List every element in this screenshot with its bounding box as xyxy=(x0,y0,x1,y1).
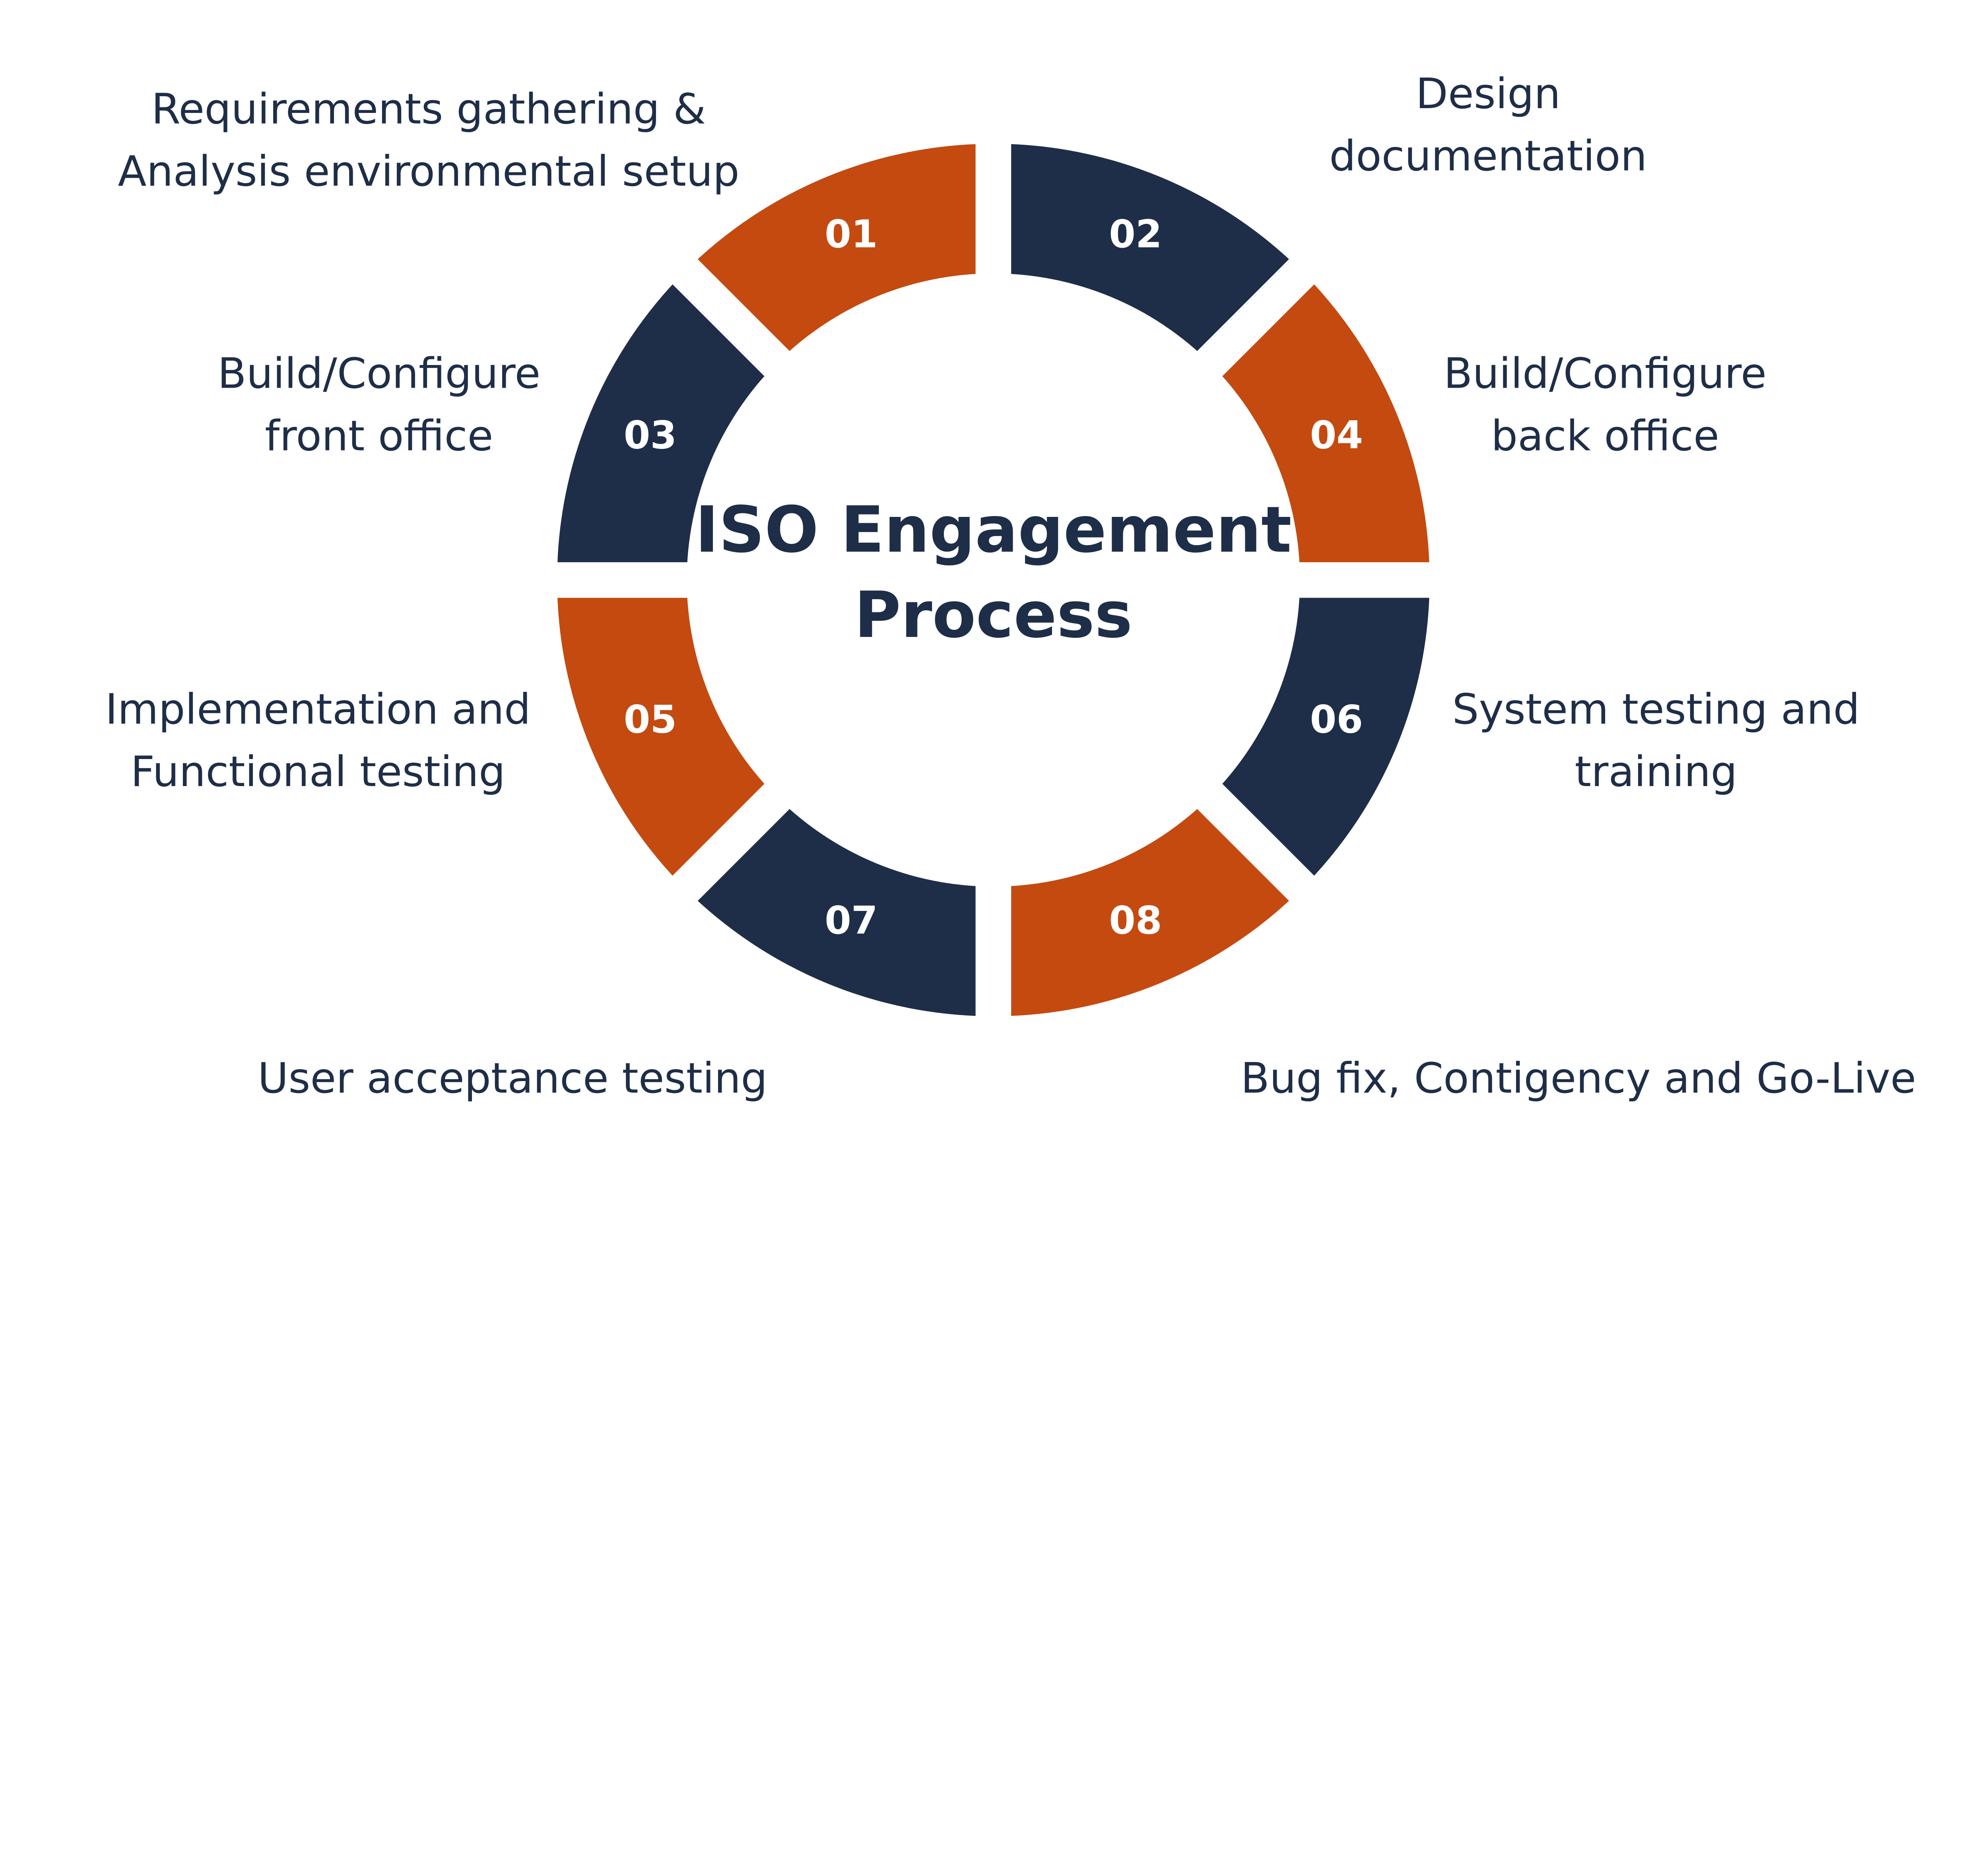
step-label-05: Implementation and xyxy=(105,685,531,734)
step-label-06: training xyxy=(1575,747,1738,796)
ring-segment-04 xyxy=(1210,271,1430,580)
ring-segment-02 xyxy=(993,144,1302,363)
iso-engagement-diagram: 01 02 03 04 05 06 07 08 Requirements gathering … xyxy=(105,69,1916,1103)
step-label-01: Analysis environmental setup xyxy=(118,147,739,196)
step-number-04: 04 xyxy=(1310,413,1363,458)
step-label-05: Functional testing xyxy=(131,747,505,796)
step-number-08: 08 xyxy=(1109,898,1162,943)
step-labels: Requirements gathering & Analysis environ… xyxy=(105,69,1916,1103)
step-label-04: back office xyxy=(1491,411,1719,460)
step-label-03: Build/Configure xyxy=(217,349,540,398)
step-label-06: System testing and xyxy=(1452,685,1860,734)
ring-segment-07 xyxy=(685,796,994,1016)
step-label-07: User acceptance testing xyxy=(258,1054,767,1103)
step-numbers: 01 02 03 04 05 06 07 08 xyxy=(624,212,1363,943)
ring-segment-08 xyxy=(993,796,1302,1016)
step-label-03: front office xyxy=(265,411,493,460)
step-label-04: Build/Configure xyxy=(1444,349,1767,398)
diagram-title-line-1: ISO Engagement xyxy=(695,493,1291,567)
step-label-08: Bug fix, Contigency and Go-Live xyxy=(1241,1054,1916,1103)
ring-gaps xyxy=(544,131,1442,1029)
step-label-02: Design xyxy=(1416,69,1561,118)
diagram-title-line-2: Process xyxy=(854,578,1133,652)
step-number-05: 05 xyxy=(624,697,677,742)
ring-segment-06 xyxy=(1210,580,1430,889)
step-number-02: 02 xyxy=(1109,212,1162,256)
ring-segment-01 xyxy=(685,144,994,363)
step-number-01: 01 xyxy=(825,212,878,256)
step-label-01: Requirements gathering & xyxy=(151,84,706,133)
ring-segment-03 xyxy=(557,271,777,580)
step-label-02: documentation xyxy=(1329,132,1647,181)
step-number-06: 06 xyxy=(1310,697,1363,742)
step-number-03: 03 xyxy=(624,413,677,458)
step-number-07: 07 xyxy=(825,898,878,943)
center-circle xyxy=(687,273,1300,887)
process-ring xyxy=(557,144,1430,1016)
ring-segment-05 xyxy=(557,580,777,889)
